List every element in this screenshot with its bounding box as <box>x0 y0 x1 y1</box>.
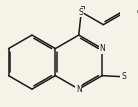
Text: S: S <box>79 8 84 17</box>
Text: N: N <box>76 85 82 94</box>
Text: S: S <box>122 72 127 81</box>
Text: N: N <box>99 44 105 53</box>
Text: O: O <box>137 9 138 15</box>
